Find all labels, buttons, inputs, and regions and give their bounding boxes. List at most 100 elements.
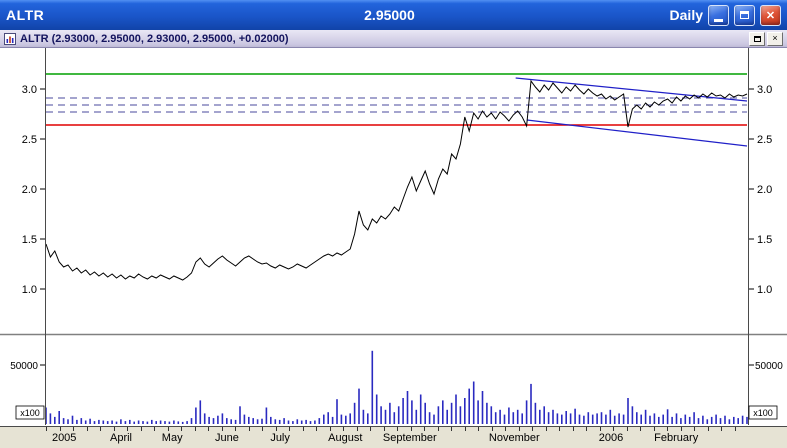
volume-bar bbox=[111, 420, 113, 424]
volume-bar bbox=[340, 414, 343, 424]
time-tick bbox=[262, 427, 263, 431]
volume-bar bbox=[217, 415, 219, 424]
time-tick bbox=[343, 427, 344, 431]
volume-bar bbox=[433, 414, 435, 424]
volume-bar bbox=[666, 409, 669, 425]
minimize-icon bbox=[714, 18, 723, 22]
time-tick bbox=[518, 427, 520, 431]
volume-bar bbox=[261, 418, 263, 424]
volume-bar bbox=[371, 350, 374, 424]
volume-bar bbox=[455, 394, 457, 424]
time-tick bbox=[167, 427, 169, 431]
volume-bar bbox=[358, 388, 360, 424]
volume-bar bbox=[468, 388, 470, 424]
maximize-button[interactable] bbox=[734, 4, 755, 26]
volume-bar bbox=[521, 413, 523, 424]
time-tick bbox=[707, 427, 709, 431]
volume-bar bbox=[636, 412, 638, 424]
price-axis-label: 2.5 bbox=[757, 134, 772, 146]
time-axis-label: November bbox=[488, 432, 540, 444]
time-tick bbox=[491, 427, 493, 431]
time-tick bbox=[154, 427, 155, 431]
volume-bar bbox=[181, 421, 184, 424]
volume-bar bbox=[569, 413, 572, 424]
trendline-1[interactable] bbox=[515, 77, 748, 102]
volume-bar bbox=[587, 412, 590, 424]
time-tick bbox=[734, 427, 736, 431]
volume-bar bbox=[512, 412, 515, 424]
volume-bar bbox=[173, 420, 175, 424]
volume-bar bbox=[239, 406, 241, 424]
title-timeframe: Daily bbox=[669, 7, 703, 23]
volume-bar bbox=[256, 419, 259, 424]
volume-bar bbox=[80, 418, 83, 424]
time-tick bbox=[694, 427, 695, 431]
volume-bar bbox=[746, 416, 748, 424]
volume-bar bbox=[164, 421, 166, 424]
volume-bar bbox=[424, 402, 426, 424]
time-tick bbox=[221, 427, 223, 431]
title-price: 2.95000 bbox=[364, 7, 415, 23]
time-tick bbox=[532, 427, 533, 431]
volume-bar bbox=[331, 416, 334, 424]
time-tick bbox=[586, 427, 587, 431]
volume-bar bbox=[631, 406, 634, 424]
time-tick bbox=[626, 427, 628, 431]
volume-bar bbox=[93, 421, 96, 424]
volume-bar bbox=[539, 409, 541, 424]
trendline-2[interactable] bbox=[526, 119, 748, 147]
volume-bar bbox=[574, 408, 576, 424]
volume-bar bbox=[516, 409, 519, 424]
volume-bar bbox=[345, 415, 347, 424]
time-tick bbox=[437, 427, 439, 431]
volume-bar bbox=[283, 418, 285, 424]
volume-bar bbox=[199, 400, 202, 424]
close-button[interactable]: ✕ bbox=[760, 4, 781, 26]
time-axis-label: August bbox=[328, 432, 363, 444]
close-subwindow-button[interactable]: × bbox=[767, 31, 783, 46]
time-tick bbox=[275, 427, 277, 431]
volume-bar bbox=[600, 412, 603, 424]
volume-bar bbox=[67, 419, 69, 424]
volume-bar bbox=[292, 421, 294, 424]
volume-bar bbox=[719, 418, 722, 424]
volume-bar bbox=[375, 394, 378, 424]
time-axis-label: April bbox=[109, 432, 133, 444]
time-axis-label: 2005 bbox=[51, 432, 77, 444]
volume-bar bbox=[252, 418, 254, 424]
volume-bar bbox=[120, 419, 122, 424]
price-chart-canvas[interactable]: 3.0 3.0 2.5 2.5 2.0 2.0 1.5 1.5 1.0 1.0 50000 50000… bbox=[0, 48, 787, 426]
time-axis[interactable]: 2005 April May June July August September Novem… bbox=[0, 426, 787, 448]
volume-bar bbox=[724, 415, 726, 424]
volume-bar bbox=[737, 418, 739, 424]
volume-bar bbox=[622, 414, 625, 424]
time-axis-label: February bbox=[654, 432, 699, 444]
chart-caption-bar[interactable]: ALTR (2.93000, 2.95000, 2.93000, 2.95000… bbox=[0, 30, 787, 48]
volume-bar bbox=[230, 419, 232, 424]
volume-bar bbox=[124, 421, 127, 424]
restore-subwindow-button[interactable] bbox=[749, 31, 765, 46]
time-tick bbox=[410, 427, 412, 431]
volume-bar bbox=[300, 420, 303, 424]
time-tick bbox=[208, 427, 209, 431]
time-tick bbox=[316, 427, 317, 431]
volume-bar bbox=[212, 418, 215, 424]
volume-bar bbox=[309, 421, 312, 424]
volume-bar bbox=[419, 394, 422, 424]
minimize-button[interactable] bbox=[708, 4, 729, 26]
chart-background bbox=[0, 48, 787, 426]
volume-bar bbox=[380, 406, 382, 424]
volume-bar bbox=[389, 402, 391, 424]
title-bar[interactable]: ALTR 2.95000 Daily ✕ bbox=[0, 0, 787, 30]
time-tick bbox=[559, 427, 560, 431]
volume-bar bbox=[367, 413, 369, 424]
volume-bar bbox=[137, 420, 140, 424]
quote-ohlc: (2.93000, 2.95000, 2.93000, 2.95000, +0.… bbox=[51, 32, 289, 45]
time-tick bbox=[478, 427, 479, 431]
time-tick bbox=[599, 427, 601, 431]
volume-bar bbox=[450, 402, 453, 424]
time-tick bbox=[451, 427, 452, 431]
time-tick bbox=[248, 427, 250, 431]
volume-bar bbox=[336, 399, 338, 424]
volume-bar bbox=[208, 416, 210, 424]
